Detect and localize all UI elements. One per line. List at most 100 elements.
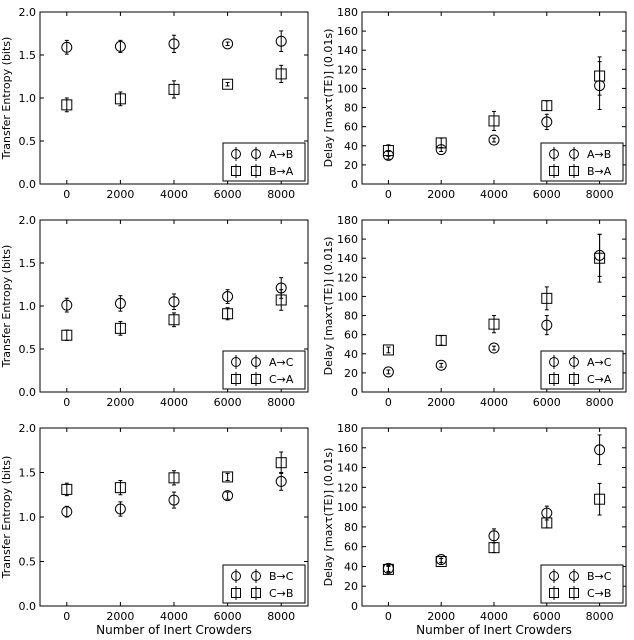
data-point-circle [222, 38, 234, 50]
y-tick-label: 2.0 [19, 422, 37, 435]
y-tick-label: 180 [337, 214, 358, 227]
legend-marker-circle [231, 571, 241, 581]
legend-marker-square [251, 374, 261, 384]
x-tick-label: 8000 [267, 610, 295, 623]
y-tick-label: 180 [337, 6, 358, 19]
y-tick-label: 120 [337, 63, 358, 76]
legend: A→B B→A [540, 142, 624, 182]
data-point-circle [488, 134, 500, 146]
data-point-circle [222, 490, 234, 502]
legend-marker-square [569, 374, 579, 384]
legend-label: A→B [269, 148, 293, 161]
y-tick-label: 40 [344, 560, 358, 573]
panel-row3-left: 0.0 0.5 1.0 1.5 2.0 0 2000 4000 6000 8000 Transfer… [0, 422, 309, 637]
x-tick-label: 6000 [214, 396, 242, 409]
legend-label: C→A [269, 373, 294, 386]
y-tick-label: 80 [344, 310, 358, 323]
legend-label: A→C [269, 356, 294, 369]
y-tick-label: 60 [344, 541, 358, 554]
legend-marker-circle [569, 571, 579, 581]
data-point-square [435, 334, 447, 346]
legend-marker-circle [549, 149, 559, 159]
x-tick-label: 0 [63, 396, 70, 409]
data-point-square [435, 137, 447, 149]
y-tick-label: 0.0 [19, 178, 37, 191]
legend: A→C C→A [222, 350, 306, 390]
legend-marker-square [549, 588, 559, 598]
y-tick-label: 60 [344, 329, 358, 342]
x-tick-label: 4000 [160, 396, 188, 409]
y-tick-label: 1.0 [19, 511, 37, 524]
y-tick-label: 160 [337, 442, 358, 455]
legend-marker-square [549, 374, 559, 384]
legend-marker-square [549, 166, 559, 176]
data-point-circle [488, 342, 500, 354]
legend-marker-circle [569, 357, 579, 367]
y-tick-label: 140 [337, 462, 358, 475]
data-point-square [275, 457, 287, 469]
y-tick-label: 1.0 [19, 300, 37, 313]
data-point-square [594, 493, 606, 505]
legend-marker-square [569, 588, 579, 598]
y-tick-label: 0.5 [19, 135, 37, 148]
legend-marker-square [569, 166, 579, 176]
x-tick-label: 6000 [533, 188, 561, 201]
legend: B→C C→B [222, 564, 306, 604]
legend-label: B→A [587, 165, 612, 178]
y-axis-label: Transfer Entropy (bits) [0, 37, 13, 161]
x-tick-label: 4000 [480, 396, 508, 409]
y-axis-label: Delay [maxτ(TE)] (0.01s) [322, 448, 335, 587]
data-point-square [541, 517, 553, 529]
data-point-circle [541, 116, 553, 128]
data-point-circle [275, 475, 287, 487]
legend-label: C→B [269, 587, 293, 600]
x-tick-label: 4000 [160, 188, 188, 201]
legend: A→C C→A [540, 350, 624, 390]
data-point-square [222, 308, 234, 320]
data-point-square [168, 314, 180, 326]
data-point-square [382, 563, 394, 575]
y-tick-label: 80 [344, 521, 358, 534]
data-point-circle [168, 494, 180, 506]
panel-row2-left: 0.0 0.5 1.0 1.5 2.0 0 2000 4000 6000 8000 Transfer… [0, 214, 309, 409]
y-tick-label: 100 [337, 290, 358, 303]
data-point-circle [61, 299, 73, 311]
data-point-circle [168, 296, 180, 308]
series-circle [61, 277, 287, 313]
data-point-circle [61, 41, 73, 53]
data-point-square [275, 68, 287, 80]
data-point-square [594, 252, 606, 264]
legend: B→C C→B [540, 564, 624, 604]
legend-marker-circle [549, 357, 559, 367]
y-tick-label: 40 [344, 348, 358, 361]
data-point-square [488, 115, 500, 127]
legend-label: C→A [587, 373, 612, 386]
y-tick-label: 0 [351, 600, 358, 613]
x-tick-label: 8000 [586, 396, 614, 409]
legend-marker-circle [251, 571, 261, 581]
legend: A→B B→A [222, 142, 306, 182]
panel-row1-right: 0 20 40 60 80 100 120 140 160 180 0 2000 4000 6000 800… [322, 6, 627, 201]
y-tick-label: 160 [337, 233, 358, 246]
data-point-square [435, 556, 447, 567]
data-point-square [541, 292, 553, 304]
y-tick-label: 1.5 [19, 467, 37, 480]
x-tick-label: 0 [63, 188, 70, 201]
x-tick-label: 6000 [533, 610, 561, 623]
y-tick-label: 160 [337, 25, 358, 38]
x-tick-label: 8000 [586, 610, 614, 623]
legend-marker-square [231, 166, 241, 176]
panel-row2-right: 0 20 40 60 80 100 120 140 160 180 0 2000 4000 6000 800… [322, 214, 627, 409]
x-tick-label: 8000 [267, 396, 295, 409]
y-tick-label: 20 [344, 159, 358, 172]
panel-row3-right: 0 20 40 60 80 100 120 140 160 180 0 2000 4000 6000 800… [322, 422, 627, 637]
legend-marker-square [231, 374, 241, 384]
data-point-circle [114, 40, 126, 52]
y-tick-label: 20 [344, 580, 358, 593]
y-tick-label: 1.5 [19, 49, 37, 62]
x-tick-label: 8000 [586, 188, 614, 201]
legend-marker-circle [251, 149, 261, 159]
legend-marker-circle [569, 149, 579, 159]
x-tick-label: 2000 [106, 188, 134, 201]
